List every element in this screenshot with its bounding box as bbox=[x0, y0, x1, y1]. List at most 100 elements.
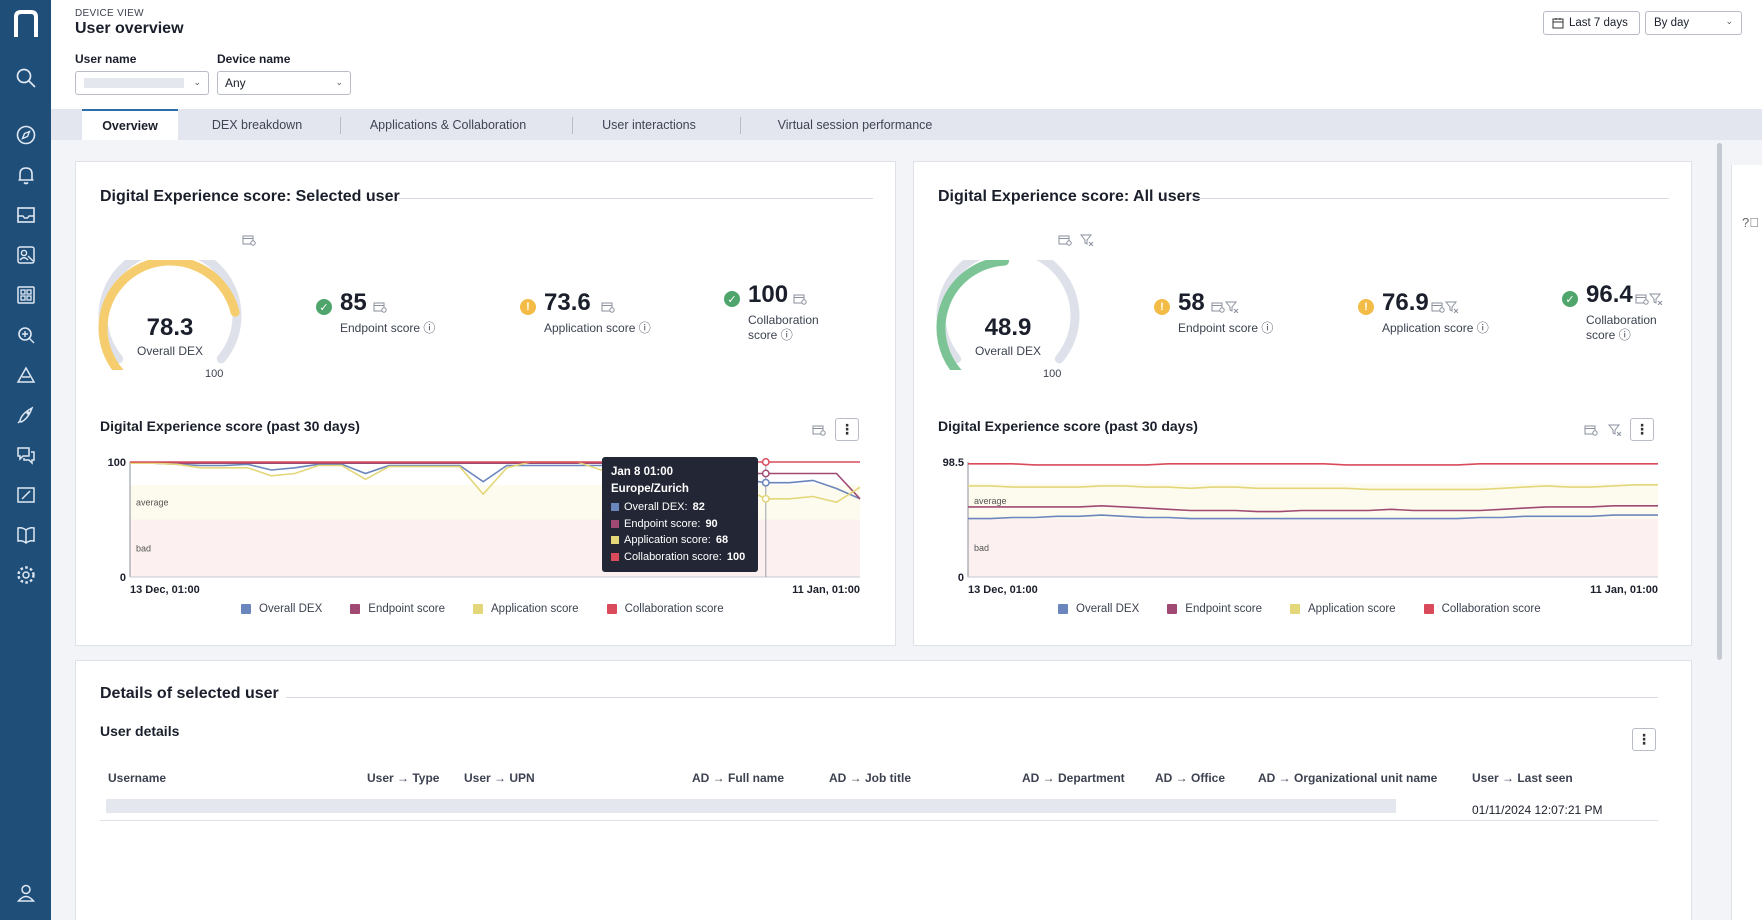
legend-item[interactable]: Endpoint score bbox=[1167, 603, 1262, 615]
device-name-label: Device name bbox=[217, 52, 291, 66]
book-icon[interactable] bbox=[0, 520, 51, 550]
last-seen-cell: 01/11/2024 12:07:21 PM bbox=[1472, 803, 1603, 817]
collaboration-score-value: 100 bbox=[748, 281, 789, 308]
user-name-label: User name bbox=[75, 52, 137, 66]
legend-item[interactable]: Collaboration score bbox=[1423, 603, 1541, 615]
title-divider bbox=[399, 198, 873, 199]
details-card: Details of selected user User details ⋮ … bbox=[75, 660, 1692, 920]
legend-item[interactable]: Collaboration score bbox=[606, 603, 724, 615]
collaboration-score-label: Collaboration score ⓘ bbox=[1586, 313, 1657, 342]
rocket-icon[interactable] bbox=[0, 400, 51, 430]
overall-dex-gauge: 78.3 Overall DEX 100 bbox=[95, 260, 245, 390]
granularity-select[interactable]: By day ⌄ bbox=[1645, 11, 1742, 35]
dex-selected-user-card: Digital Experience score: Selected user … bbox=[75, 161, 896, 646]
application-score-label: Application score ⓘ bbox=[1382, 321, 1489, 335]
calendar-icon bbox=[1058, 235, 1072, 246]
legend-item[interactable]: Endpoint score bbox=[350, 603, 445, 615]
x-end-label: 11 Jan, 01:00 bbox=[1590, 584, 1658, 596]
tooltip-title: Jan 8 01:00 Europe/Zurich bbox=[611, 466, 689, 495]
tab-virtual-session-performance[interactable]: Virtual session performance bbox=[777, 117, 933, 132]
dex-line-chart[interactable]: average bad 98.5 0 13 Dec, 01:00 11 Jan,… bbox=[928, 452, 1678, 612]
legend-item[interactable]: Application score bbox=[1290, 603, 1396, 615]
column-header[interactable]: AD → Organizational unit name bbox=[1258, 771, 1438, 785]
investigate-icon[interactable] bbox=[0, 320, 51, 350]
column-header[interactable]: User → Last seen bbox=[1472, 771, 1573, 785]
info-icon[interactable]: ⓘ bbox=[1261, 321, 1274, 335]
overall-dex-label: Overall DEX bbox=[136, 344, 204, 358]
info-icon[interactable]: ⓘ bbox=[423, 321, 436, 335]
filter-icon bbox=[1445, 301, 1459, 313]
tab-separator bbox=[572, 117, 573, 134]
table-menu-button[interactable]: ⋮ bbox=[1632, 728, 1656, 751]
sidebar bbox=[0, 0, 51, 920]
check-circle-icon: ✓ bbox=[724, 291, 740, 307]
overall-dex-value: 48.9 bbox=[984, 314, 1032, 341]
info-icon[interactable]: ⓘ bbox=[1476, 321, 1489, 335]
tab-applications-collaboration[interactable]: Applications & Collaboration bbox=[369, 117, 527, 132]
column-header[interactable]: AD → Full name bbox=[692, 771, 785, 785]
column-header[interactable]: AD → Job title bbox=[829, 771, 912, 785]
user-details-title: User details bbox=[100, 723, 180, 739]
compass-icon[interactable] bbox=[0, 120, 51, 150]
warning-icon: ! bbox=[1154, 299, 1170, 315]
filter-icon bbox=[1608, 424, 1622, 436]
endpoint-score-label: Endpoint score ⓘ bbox=[340, 321, 436, 335]
tooltip-row: Collaboration score: 100 bbox=[611, 549, 749, 566]
info-icon[interactable]: ⓘ bbox=[780, 328, 793, 342]
check-circle-icon: ✓ bbox=[1562, 291, 1578, 307]
grid-icon[interactable] bbox=[0, 280, 51, 310]
edit-dashboard-icon[interactable] bbox=[0, 480, 51, 510]
tab-user-interactions[interactable]: User interactions bbox=[602, 117, 696, 132]
redacted-row-content bbox=[106, 799, 1396, 813]
scrollbar[interactable] bbox=[1717, 143, 1722, 660]
users-search-icon[interactable] bbox=[0, 240, 51, 270]
x-start-label: 13 Dec, 01:00 bbox=[968, 584, 1038, 596]
info-icon[interactable]: ⓘ bbox=[1618, 328, 1631, 342]
series-line-overall-dex bbox=[968, 514, 1658, 520]
chevron-down-icon: ⌄ bbox=[193, 77, 201, 87]
calendar-icon bbox=[1552, 18, 1564, 29]
column-header[interactable]: User → Type bbox=[367, 771, 440, 785]
hover-point bbox=[761, 469, 770, 478]
column-header[interactable]: Username bbox=[108, 771, 167, 785]
legend-item[interactable]: Overall DEX bbox=[241, 603, 322, 615]
chart-menu-button[interactable]: ⋮ bbox=[835, 418, 859, 441]
legend-item[interactable]: Application score bbox=[473, 603, 579, 615]
help-icon[interactable]: ?⃝ bbox=[1742, 215, 1759, 230]
device-name-select[interactable]: Any ⌄ bbox=[217, 71, 351, 95]
calendar-icon bbox=[812, 425, 826, 436]
page-eyebrow: DEVICE VIEW bbox=[75, 8, 144, 19]
endpoint-score-value: 85 bbox=[340, 289, 367, 316]
chart-menu-button[interactable]: ⋮ bbox=[1630, 418, 1654, 441]
remote-actions-icon[interactable] bbox=[0, 360, 51, 390]
tab-separator bbox=[340, 117, 341, 134]
bad-band bbox=[968, 518, 1658, 577]
column-header[interactable]: AD → Department bbox=[1022, 771, 1125, 785]
calendar-icon bbox=[793, 294, 807, 305]
inbox-icon[interactable] bbox=[0, 200, 51, 230]
average-band-label: average bbox=[136, 497, 169, 507]
redacted-user-name bbox=[84, 78, 184, 88]
info-icon[interactable]: ⓘ bbox=[638, 321, 651, 335]
calendar-icon bbox=[373, 302, 387, 313]
overall-dex-label: Overall DEX bbox=[974, 344, 1042, 358]
chart-title: Digital Experience score (past 30 days) bbox=[938, 418, 1198, 434]
logo-icon[interactable] bbox=[0, 2, 51, 46]
chat-icon[interactable] bbox=[0, 440, 51, 470]
profile-icon[interactable] bbox=[0, 878, 51, 908]
hover-point bbox=[761, 494, 770, 503]
legend-item[interactable]: Overall DEX bbox=[1058, 603, 1139, 615]
column-header[interactable]: User → UPN bbox=[464, 771, 535, 785]
column-header[interactable]: AD → Office bbox=[1155, 771, 1226, 785]
tab-dex-breakdown[interactable]: DEX breakdown bbox=[211, 117, 303, 132]
right-side-panel: ?⃝ bbox=[1731, 165, 1762, 920]
search-icon[interactable] bbox=[0, 63, 51, 93]
calendar-icon bbox=[601, 302, 615, 313]
user-name-select[interactable]: ⌄ bbox=[75, 71, 209, 95]
dex-line-chart[interactable]: average bad 100 0 13 Dec, 01:00 11 Jan, … bbox=[90, 452, 880, 612]
tab-overview[interactable]: Overview bbox=[82, 109, 178, 140]
time-range-button[interactable]: Last 7 days bbox=[1543, 11, 1640, 35]
series-line-application-score bbox=[968, 483, 1658, 491]
gear-icon[interactable] bbox=[0, 560, 51, 590]
bell-icon[interactable] bbox=[0, 160, 51, 190]
